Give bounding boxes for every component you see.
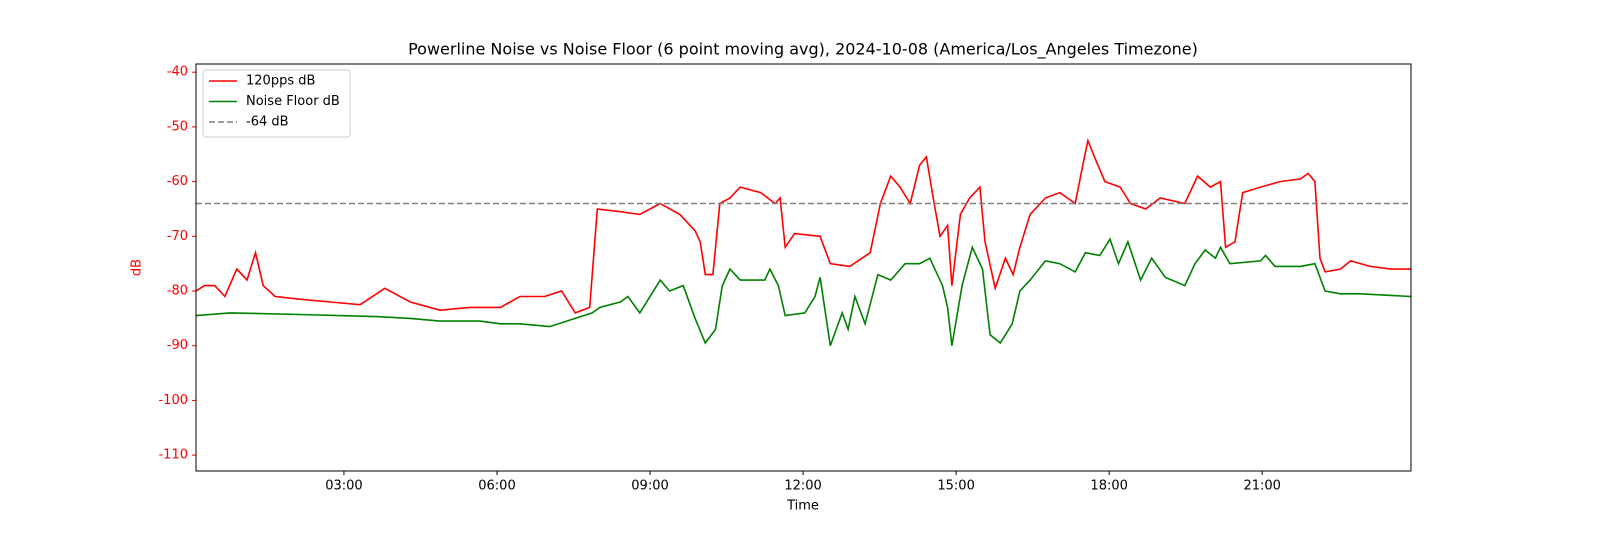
legend-box: [202, 69, 351, 138]
y-axis-label: dB: [130, 259, 145, 276]
x-tick-label: 06:00: [478, 479, 515, 494]
legend-label: 120pps dB: [246, 74, 315, 89]
x-axis-label: Time: [786, 499, 819, 514]
y-tick-label: -80: [167, 284, 188, 299]
legend-label: Noise Floor dB: [246, 94, 340, 109]
y-tick-label: -60: [167, 174, 188, 189]
x-tick-label: 15:00: [937, 479, 974, 494]
y-tick-label: -100: [158, 393, 188, 408]
x-tick-label: 09:00: [631, 479, 668, 494]
x-tick-label: 18:00: [1090, 479, 1127, 494]
x-tick-label: 21:00: [1243, 479, 1280, 494]
series-line: [196, 137, 1411, 314]
y-tick-label: -90: [167, 338, 188, 353]
legend-label: -64 dB: [246, 115, 289, 130]
plot-frame: [195, 63, 1412, 472]
series-line: [196, 237, 1411, 346]
y-tick-label: -110: [158, 448, 188, 463]
x-tick-label: 12:00: [784, 479, 821, 494]
y-tick-label: -70: [167, 229, 188, 244]
y-tick-label: -50: [167, 119, 188, 134]
y-tick-label: -40: [167, 65, 188, 80]
x-tick-label: 03:00: [325, 479, 362, 494]
chart-title: Powerline Noise vs Noise Floor (6 point …: [408, 40, 1198, 60]
